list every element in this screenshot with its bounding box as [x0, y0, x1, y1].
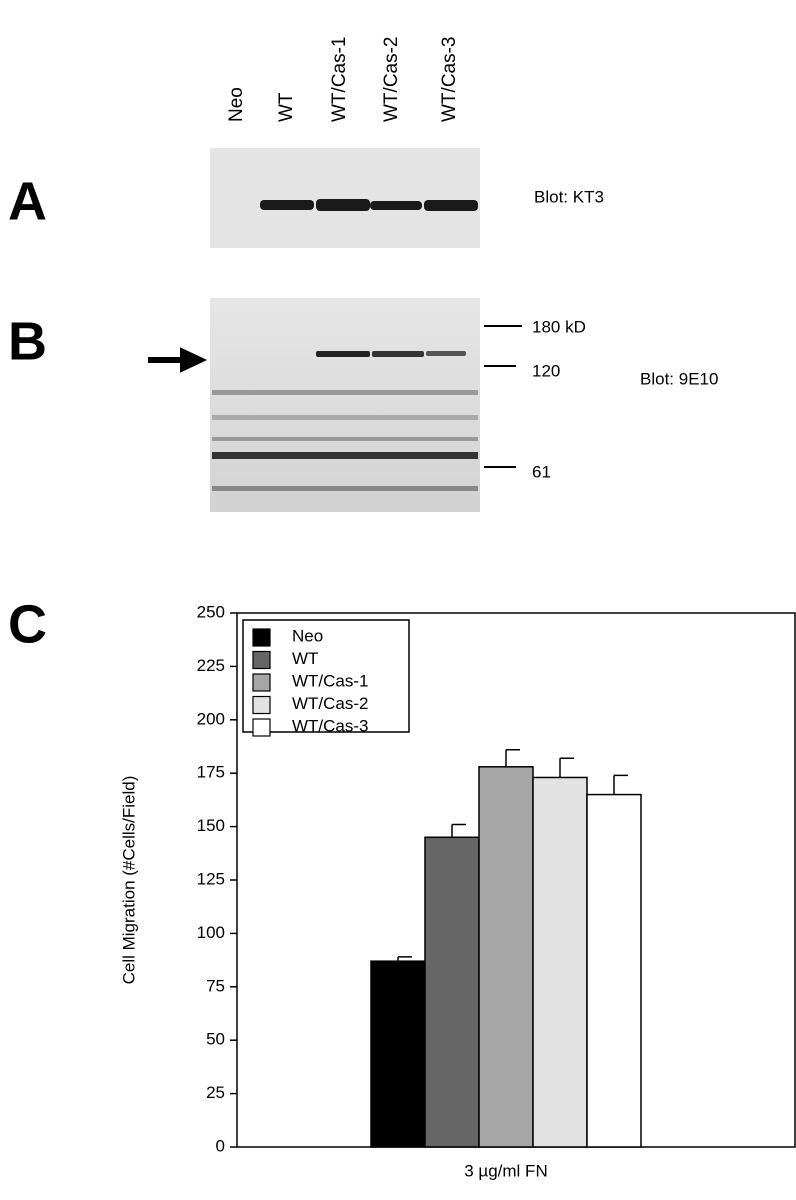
blot-a-bands [260, 199, 478, 211]
x-tick-label: 3 µg/ml FN [464, 1161, 547, 1180]
marker-label: 61 [532, 462, 551, 481]
marker-label: 180 kD [532, 317, 586, 336]
y-tick-label: 200 [197, 709, 225, 728]
bar [586, 793, 642, 1148]
bar [532, 776, 588, 1148]
marker-lines [484, 325, 522, 468]
y-tick-label: 75 [206, 976, 225, 995]
lane-label: WT/Cas-3 [439, 37, 460, 123]
bar [370, 960, 426, 1148]
blot-label: Blot: 9E10 [640, 369, 718, 388]
bar [424, 836, 480, 1148]
y-tick-label: 250 [197, 602, 225, 621]
legend-swatch [252, 650, 271, 670]
blot-a [210, 148, 480, 248]
blot-b-bands [212, 351, 478, 491]
lane-label: WT/Cas-2 [381, 37, 402, 123]
y-tick-label: 50 [206, 1030, 225, 1049]
y-axis-label: Cell Migration (#Cells/Field) [119, 776, 138, 985]
y-tick-label: 175 [197, 763, 225, 782]
lane-label: WT [276, 92, 297, 122]
error-bar [397, 956, 412, 962]
legend-box [242, 619, 410, 733]
panel-label: C [8, 594, 47, 654]
error-bar [451, 823, 466, 838]
marker-label: 120 [532, 361, 560, 380]
error-bar [559, 757, 574, 778]
legend-swatch [252, 628, 271, 647]
arrow [148, 347, 208, 373]
blot-label: Blot: KT3 [534, 187, 604, 206]
panel-label: A [8, 171, 47, 231]
blot-b [210, 298, 480, 512]
y-tick-label: 25 [206, 1083, 225, 1102]
legend-swatch [252, 718, 271, 737]
legend-label: WT/Cas-3 [292, 716, 369, 735]
legend-label: WT/Cas-2 [292, 694, 369, 713]
y-tick-label: 0 [216, 1136, 225, 1155]
panel-label: B [8, 311, 47, 371]
y-tick-label: 100 [197, 923, 225, 942]
y-tick-label: 150 [197, 816, 225, 835]
error-bar [505, 748, 520, 767]
legend-swatch [252, 695, 271, 715]
legend-label: WT [292, 649, 318, 668]
bar [478, 766, 534, 1148]
error-bar [613, 774, 628, 795]
legend-label: Neo [292, 626, 323, 645]
lane-label: Neo [226, 87, 247, 122]
y-tick-label: 125 [197, 869, 225, 888]
legend-label: WT/Cas-1 [292, 671, 369, 690]
y-tick-label: 225 [197, 656, 225, 675]
lane-label: WT/Cas-1 [329, 37, 350, 123]
legend-swatch [252, 673, 271, 692]
